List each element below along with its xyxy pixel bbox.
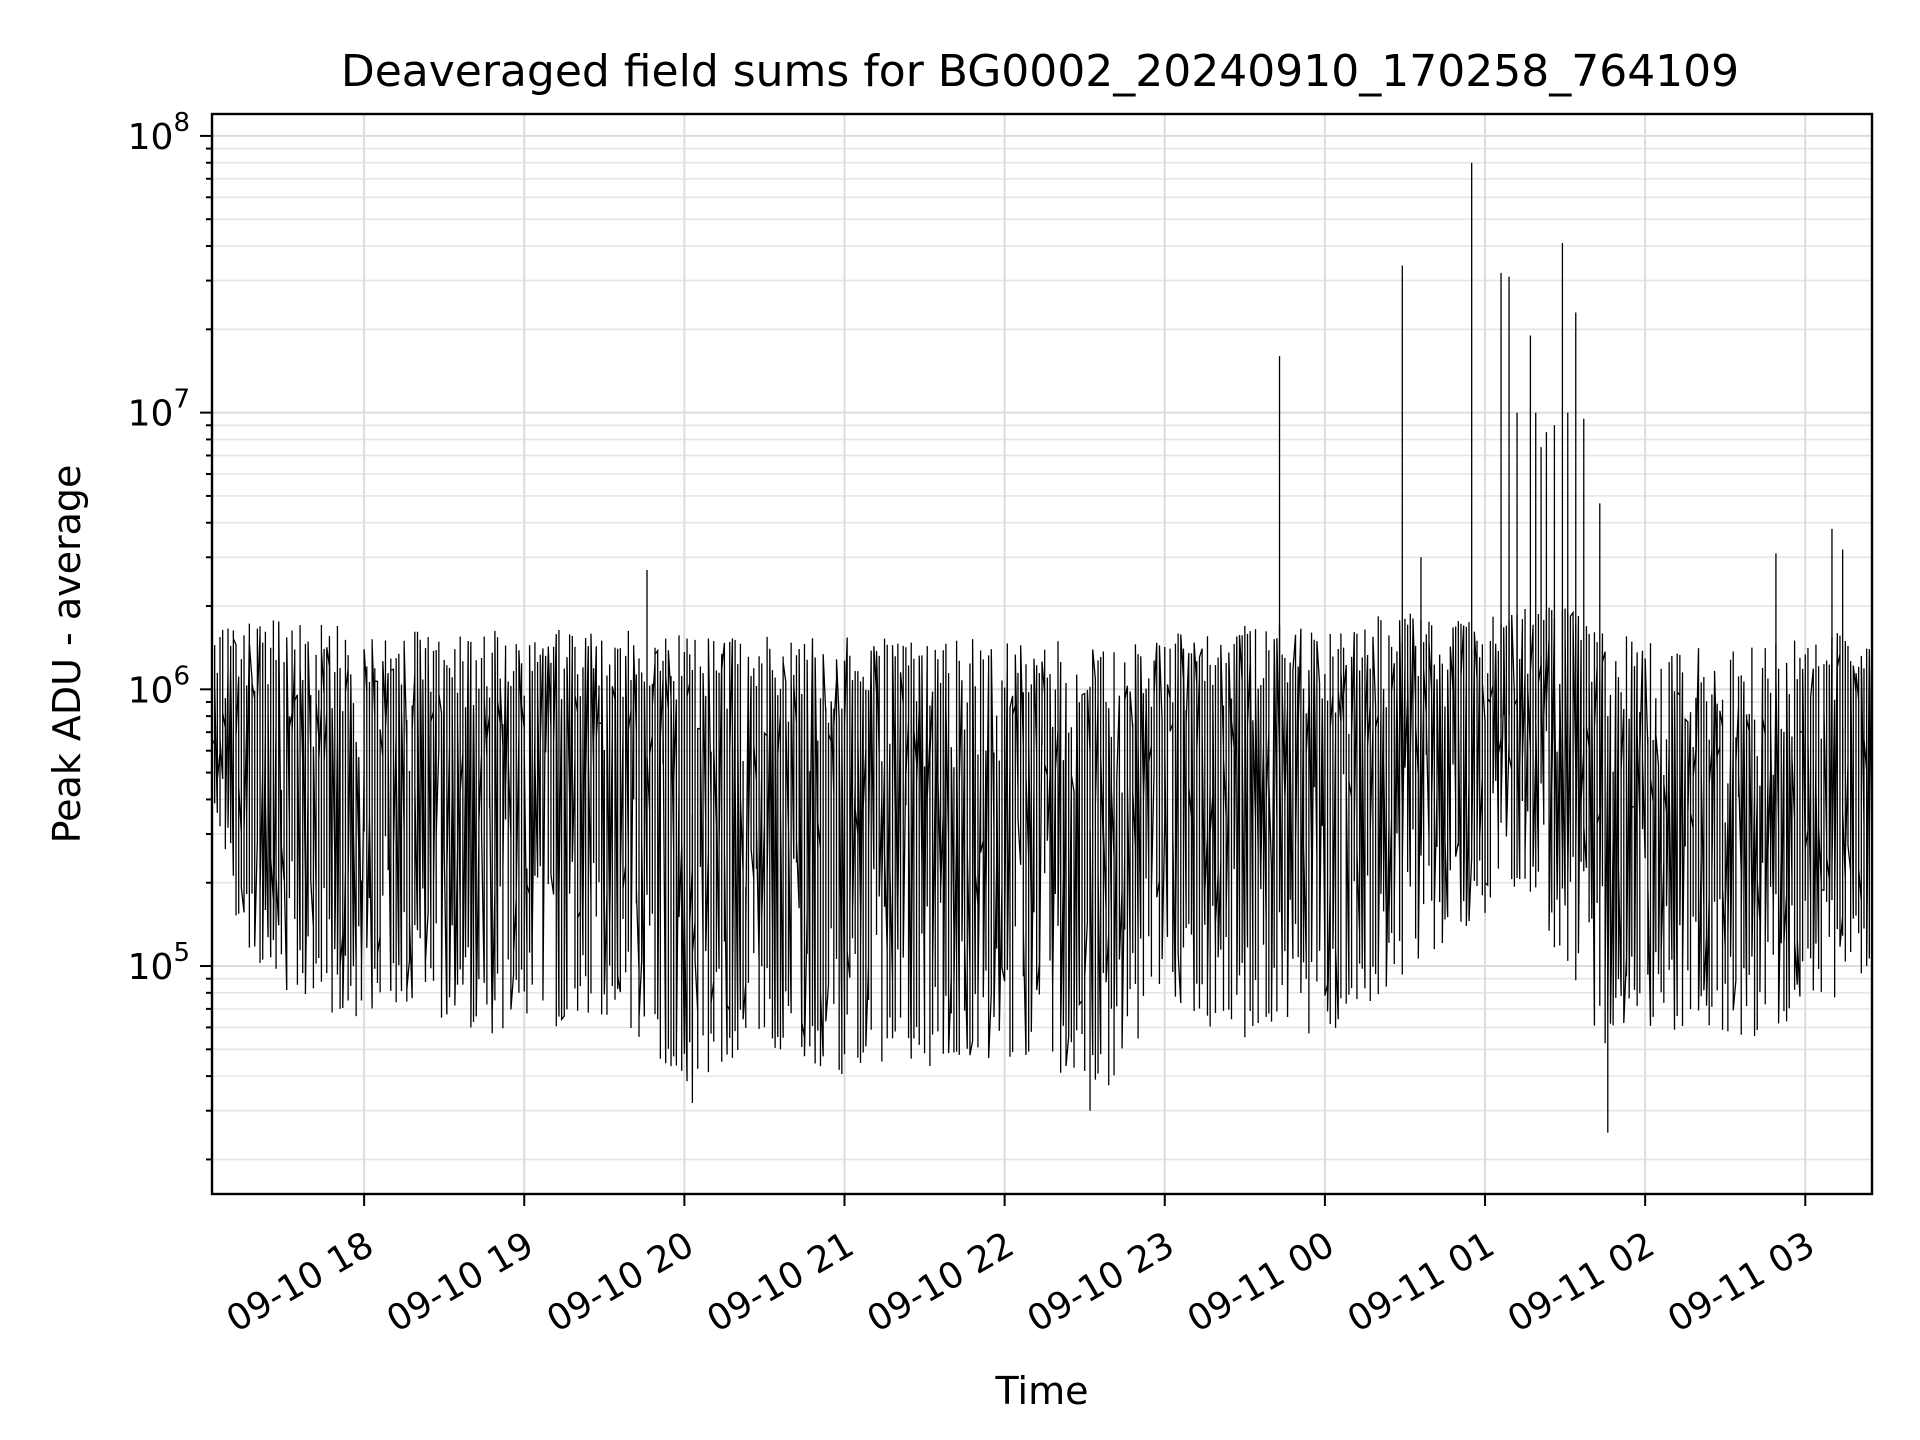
x-tick-label: 09-10 23 (1021, 1224, 1182, 1340)
x-tick-label: 09-11 01 (1341, 1224, 1502, 1340)
x-tick-label: 09-10 22 (860, 1224, 1021, 1340)
major-gridlines (212, 114, 1872, 1194)
series-line (211, 607, 1873, 1086)
x-tick-label: 09-11 02 (1501, 1224, 1662, 1340)
x-axis: 09-10 18 09-10 19 09-10 20 09-10 21 09-10 22… (220, 1194, 1822, 1341)
data-series (211, 162, 1873, 1133)
y-tick-label: 106 (128, 661, 190, 711)
y-axis: 105 106 107 108 (128, 108, 212, 988)
plot-frame (210, 112, 1874, 1196)
x-tick-label: 09-11 03 (1661, 1224, 1822, 1340)
x-tick-label: 09-10 18 (220, 1224, 381, 1340)
y-axis-label: Peak ADU - average (45, 465, 89, 844)
x-axis-label: Time (995, 1369, 1089, 1413)
x-tick-label: 09-11 00 (1181, 1224, 1342, 1340)
y-tick-label: 105 (128, 938, 190, 988)
minor-gridlines (206, 147, 1872, 1161)
x-tick-label: 09-10 20 (540, 1224, 701, 1340)
chart-title: Deaveraged field sums for BG0002_2024091… (341, 46, 1739, 97)
y-tick-label: 107 (128, 385, 190, 435)
x-tick-label: 09-10 21 (700, 1224, 861, 1340)
y-tick-label: 108 (128, 108, 190, 158)
x-tick-label: 09-10 19 (380, 1224, 541, 1340)
